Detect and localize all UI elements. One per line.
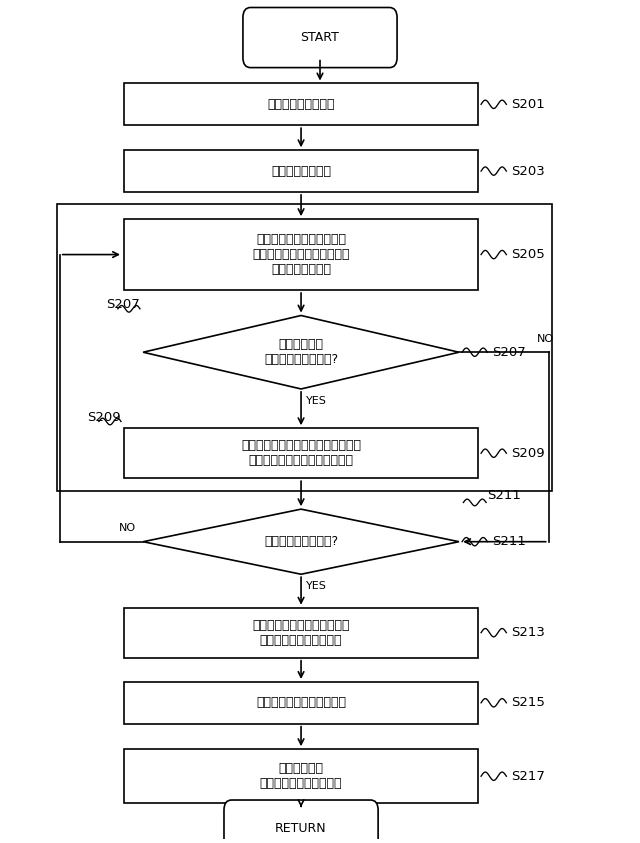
- Text: S201: S201: [511, 98, 545, 110]
- Bar: [124, 219, 478, 290]
- Text: S211: S211: [488, 490, 521, 502]
- Text: S207: S207: [492, 346, 526, 359]
- Text: S209: S209: [88, 411, 121, 424]
- Text: 改善検査値を
クライアント装置に出力: 改善検査値を クライアント装置に出力: [260, 762, 342, 790]
- Text: 提示する改善検査値を選択: 提示する改善検査値を選択: [256, 696, 346, 709]
- Text: 改善目標値を指定: 改善目標値を指定: [271, 164, 331, 178]
- Text: S211: S211: [492, 535, 526, 548]
- Bar: [124, 150, 478, 192]
- Bar: [124, 608, 478, 658]
- Text: 予測検査値と
改善目標値とが一致?: 予測検査値と 改善目標値とが一致?: [264, 338, 338, 366]
- Text: 検査値を網羅的に変更して
予測モデルに入力することで
予測検査値を予測: 検査値を網羅的に変更して 予測モデルに入力することで 予測検査値を予測: [252, 233, 350, 276]
- Text: S215: S215: [511, 696, 545, 709]
- Text: 全てのデータを検索?: 全てのデータを検索?: [264, 535, 338, 548]
- Text: NO: NO: [537, 334, 554, 344]
- Text: 現在の検査値を取得: 現在の検査値を取得: [268, 98, 335, 110]
- Bar: [124, 428, 478, 478]
- Text: S207: S207: [106, 298, 140, 311]
- Text: YES: YES: [307, 395, 327, 405]
- Text: START: START: [301, 31, 339, 44]
- Text: S203: S203: [511, 164, 545, 178]
- Text: S205: S205: [511, 248, 545, 261]
- Bar: [56, 204, 552, 491]
- Text: 改善逆予測を処理履歴として
課金管理テーブルに登録: 改善逆予測を処理履歴として 課金管理テーブルに登録: [252, 619, 350, 647]
- Polygon shape: [143, 315, 459, 389]
- Bar: [124, 83, 478, 126]
- Bar: [124, 682, 478, 723]
- Text: S217: S217: [511, 770, 545, 783]
- Text: S209: S209: [511, 447, 545, 459]
- Polygon shape: [143, 509, 459, 574]
- Text: 予測モデルに入力していた検査値を
改善検査値としてメモリに保存: 予測モデルに入力していた検査値を 改善検査値としてメモリに保存: [241, 439, 361, 467]
- Text: YES: YES: [307, 581, 327, 591]
- FancyBboxPatch shape: [224, 800, 378, 843]
- Text: S213: S213: [511, 626, 545, 639]
- Text: RETURN: RETURN: [275, 822, 327, 835]
- FancyBboxPatch shape: [243, 8, 397, 67]
- Text: NO: NO: [118, 524, 136, 534]
- Bar: [124, 749, 478, 803]
